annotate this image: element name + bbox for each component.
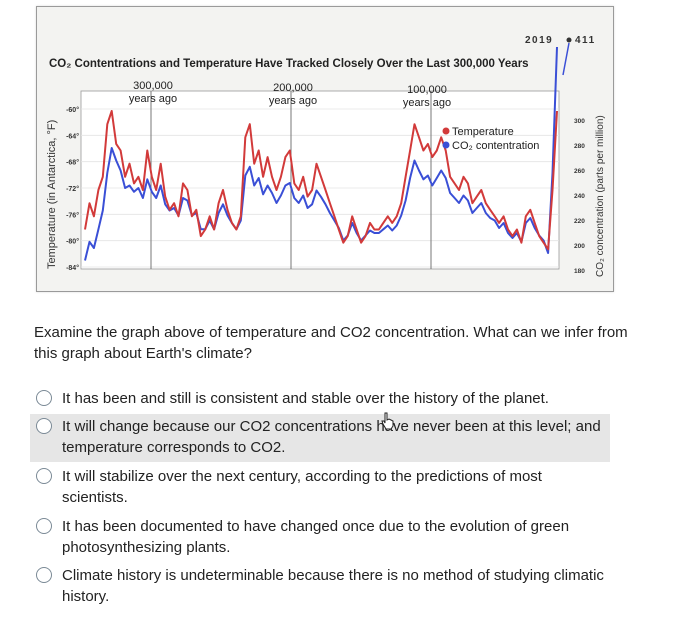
chart-title: CO₂ Contentrations and Temperature Have … bbox=[49, 58, 529, 70]
answer-option-label: It will stabilize over the next century,… bbox=[62, 468, 542, 506]
answer-option-label: Climate history is undeterminable becaus… bbox=[62, 567, 604, 605]
hand-pointer-icon bbox=[381, 412, 394, 430]
legend-co2-label: CO₂ contentration bbox=[452, 140, 539, 152]
left-tick-label: -72° bbox=[66, 185, 79, 193]
marker-100k-line1: 100,000 bbox=[407, 84, 447, 96]
answer-option-5[interactable]: Climate history is undeterminable becaus… bbox=[30, 563, 610, 611]
radio-button[interactable] bbox=[36, 518, 52, 534]
legend-temperature-dot bbox=[442, 127, 450, 135]
co2-now-connector bbox=[562, 42, 570, 76]
marker-200k-line2: years ago bbox=[269, 95, 317, 107]
right-tick-label: 300 bbox=[574, 118, 585, 125]
temperature-series-line bbox=[84, 110, 558, 251]
left-tick-label: -64° bbox=[66, 132, 79, 140]
left-tick-label: -60° bbox=[66, 106, 79, 114]
question-text: Examine the graph above of temperature a… bbox=[34, 324, 628, 362]
right-axis-ticks: 300 280 260 240 220 200 180 bbox=[574, 118, 585, 275]
marker-200k-line1: 200,000 bbox=[273, 82, 313, 94]
plot-area bbox=[80, 90, 560, 270]
left-tick-label: -76° bbox=[66, 211, 79, 219]
answer-option-label: It has been documented to have changed o… bbox=[62, 518, 570, 556]
left-tick-label: -84° bbox=[66, 264, 79, 272]
chart-figure: CO₂ Contentrations and Temperature Have … bbox=[36, 6, 614, 292]
legend-temperature-label: Temperature bbox=[452, 126, 514, 138]
left-axis-ticks: -60° -64° -68° -72° -76° -80° -84° bbox=[66, 106, 79, 272]
year-label: 2019 bbox=[525, 35, 553, 46]
co2-now-label: 411 bbox=[575, 35, 596, 46]
right-tick-label: 180 bbox=[574, 268, 585, 275]
marker-300k-line2: years ago bbox=[129, 93, 177, 105]
answer-option-3[interactable]: It will stabilize over the next century,… bbox=[30, 464, 610, 512]
right-tick-label: 200 bbox=[574, 243, 585, 250]
right-tick-label: 220 bbox=[574, 218, 585, 225]
co2-now-marker bbox=[566, 37, 572, 43]
radio-button[interactable] bbox=[36, 418, 52, 434]
answer-option-1[interactable]: It has been and still is consistent and … bbox=[30, 386, 610, 413]
gridlines bbox=[81, 108, 559, 268]
left-axis-label: Temperature (in Antarctica, °F) bbox=[46, 120, 58, 269]
co2-series-line bbox=[84, 46, 558, 261]
right-axis-label: CO₂ concentration (parts per million) bbox=[595, 115, 606, 277]
answer-option-label: It has been and still is consistent and … bbox=[62, 390, 549, 407]
radio-button[interactable] bbox=[36, 468, 52, 484]
right-tick-label: 260 bbox=[574, 168, 585, 175]
right-tick-label: 240 bbox=[574, 193, 585, 200]
marker-300k-line1: 300,000 bbox=[133, 80, 173, 92]
answer-option-label: It will change because our CO2 concentra… bbox=[62, 418, 601, 456]
left-tick-label: -68° bbox=[66, 159, 79, 167]
marker-100k-line2: years ago bbox=[403, 97, 451, 109]
answer-option-4[interactable]: It has been documented to have changed o… bbox=[30, 514, 610, 562]
left-tick-label: -80° bbox=[66, 238, 79, 246]
legend-co2-dot bbox=[442, 141, 450, 149]
answer-option-2[interactable]: It will change because our CO2 concentra… bbox=[30, 414, 610, 462]
right-tick-label: 280 bbox=[574, 143, 585, 150]
radio-button[interactable] bbox=[36, 390, 52, 406]
co2-temperature-chart: CO₂ Contentrations and Temperature Have … bbox=[46, 35, 606, 277]
radio-button[interactable] bbox=[36, 567, 52, 583]
